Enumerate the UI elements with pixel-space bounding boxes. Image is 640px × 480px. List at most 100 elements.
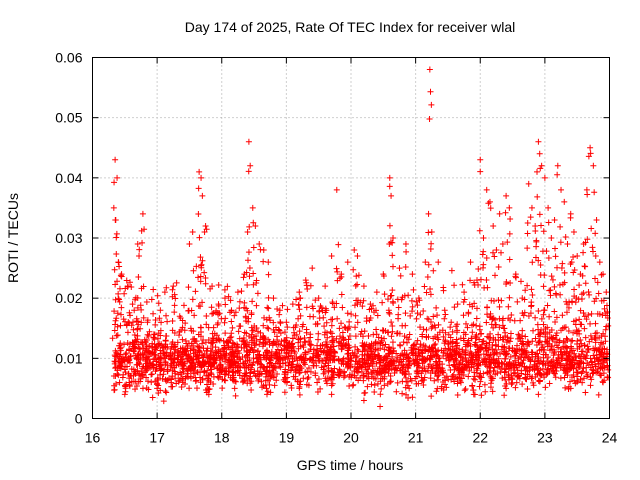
data-point xyxy=(405,395,412,402)
data-point xyxy=(120,316,127,323)
data-point xyxy=(246,333,253,340)
y-tick-label: 0.01 xyxy=(55,350,82,366)
data-point xyxy=(169,340,176,347)
data-point xyxy=(329,368,336,375)
data-point xyxy=(532,228,539,235)
data-point xyxy=(290,324,297,331)
data-point xyxy=(288,341,295,348)
data-point xyxy=(209,362,216,369)
data-point xyxy=(558,327,565,334)
data-point xyxy=(473,305,480,312)
data-point xyxy=(590,248,597,255)
data-point xyxy=(574,379,581,386)
data-point xyxy=(581,325,588,332)
data-point xyxy=(561,198,568,205)
data-point xyxy=(113,353,120,360)
data-point xyxy=(157,387,164,394)
data-point xyxy=(178,384,185,391)
data-point xyxy=(387,293,394,300)
data-point xyxy=(246,223,253,230)
data-point xyxy=(281,354,288,361)
data-point xyxy=(321,331,328,338)
data-point xyxy=(442,311,449,318)
data-point xyxy=(351,247,358,254)
data-point xyxy=(422,259,429,266)
data-point xyxy=(403,352,410,359)
data-point xyxy=(529,373,536,380)
data-point xyxy=(595,391,602,398)
data-point xyxy=(242,360,249,367)
data-point xyxy=(263,385,270,392)
data-point xyxy=(117,347,124,354)
data-point xyxy=(589,244,596,251)
data-point xyxy=(314,320,321,327)
data-point xyxy=(154,376,161,383)
data-point xyxy=(430,313,437,320)
data-point xyxy=(496,324,503,331)
data-point xyxy=(368,355,375,362)
data-point xyxy=(330,337,337,344)
x-axis-label: GPS time / hours xyxy=(297,457,404,473)
data-point xyxy=(316,315,323,322)
data-point xyxy=(157,327,164,334)
data-point xyxy=(524,282,531,289)
data-point xyxy=(454,340,461,347)
data-point xyxy=(320,349,327,356)
data-point xyxy=(247,380,254,387)
data-point xyxy=(490,222,497,229)
data-point xyxy=(296,289,303,296)
data-point xyxy=(344,327,351,334)
data-point xyxy=(302,361,309,368)
axis-ticks xyxy=(92,57,610,419)
data-point xyxy=(358,328,365,335)
data-point xyxy=(483,186,490,193)
data-point xyxy=(327,356,334,363)
data-point xyxy=(202,222,209,229)
data-point xyxy=(374,380,381,387)
x-tick-labels: 16 17 18 19 20 21 22 23 24 xyxy=(85,430,618,446)
data-point xyxy=(127,312,134,319)
data-point xyxy=(296,328,303,335)
data-point xyxy=(460,299,467,306)
data-point xyxy=(507,280,514,287)
data-point xyxy=(587,144,594,151)
data-point xyxy=(150,286,157,293)
data-point xyxy=(175,378,182,385)
data-point xyxy=(216,310,223,317)
data-point xyxy=(189,296,196,303)
data-point xyxy=(243,269,250,276)
data-point xyxy=(307,331,314,338)
data-point xyxy=(570,228,577,235)
data-point xyxy=(558,186,565,193)
data-point xyxy=(465,357,472,364)
data-point xyxy=(522,375,529,382)
data-point xyxy=(399,390,406,397)
data-point xyxy=(112,216,119,223)
data-point xyxy=(386,174,393,181)
data-point xyxy=(554,162,561,169)
data-point xyxy=(520,312,527,319)
data-point xyxy=(587,150,594,157)
data-point xyxy=(602,333,609,340)
data-point xyxy=(443,355,450,362)
data-point xyxy=(289,358,296,365)
data-point xyxy=(512,273,519,280)
data-point xyxy=(475,281,482,288)
data-point xyxy=(427,319,434,326)
data-point xyxy=(428,364,435,371)
data-point xyxy=(246,264,253,271)
data-point xyxy=(427,286,434,293)
data-point xyxy=(591,298,598,305)
data-point xyxy=(131,307,138,314)
data-point xyxy=(264,388,271,395)
data-point xyxy=(501,369,508,376)
data-point xyxy=(468,335,475,342)
data-point xyxy=(591,355,598,362)
data-point xyxy=(198,261,205,268)
data-point xyxy=(232,392,239,399)
data-point xyxy=(260,364,267,371)
data-point xyxy=(472,349,479,356)
data-point xyxy=(536,377,543,384)
data-point xyxy=(346,382,353,389)
data-point xyxy=(248,386,255,393)
